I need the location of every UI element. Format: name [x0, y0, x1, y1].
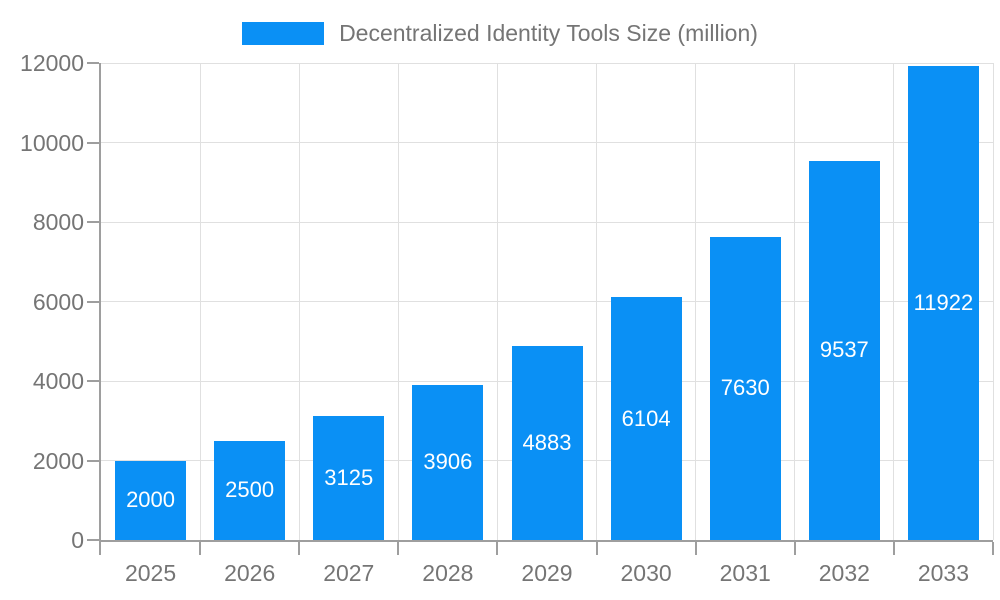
bar-value-label: 11922 [913, 290, 974, 316]
y-axis-tick-label: 4000 [32, 368, 84, 394]
x-axis-tick [496, 542, 499, 555]
gridline-vertical [893, 63, 895, 540]
bar-value-label: 7630 [720, 375, 770, 401]
x-axis-tick-label: 2028 [422, 560, 474, 586]
y-axis-tick [87, 141, 99, 144]
bar-value-label: 9537 [819, 337, 869, 363]
bar-2027[interactable]: 3125 [313, 415, 385, 540]
x-axis-tick [793, 542, 796, 555]
x-axis-tick-label: 2030 [620, 560, 672, 586]
gridline-horizontal [101, 301, 993, 302]
gridline-vertical [298, 63, 300, 540]
x-axis-tick [992, 542, 994, 555]
bar-2028[interactable]: 3906 [412, 384, 484, 540]
x-axis-tick-label: 2025 [124, 560, 177, 586]
legend-item[interactable]: Decentralized Identity Tools Size (milli… [0, 20, 1000, 47]
y-axis-tick-label: 6000 [32, 288, 84, 315]
x-axis-tick [892, 542, 895, 555]
y-axis-tick [87, 221, 99, 223]
bar-2033[interactable]: 11922 [907, 66, 979, 540]
x-axis-tick-label: 2026 [224, 560, 276, 586]
legend-label: Decentralized Identity Tools Size (milli… [339, 20, 758, 46]
bar-value-label: 3125 [324, 464, 374, 490]
plot-area: 2000 2500 3125 3906 4883 6104 7630 9537 11922 [99, 62, 994, 542]
y-axis-tick [87, 459, 99, 462]
x-axis-tick-label: 2031 [719, 560, 771, 586]
x-axis-tick-label: 2032 [818, 560, 870, 586]
bar-value-label: 4883 [522, 429, 572, 455]
x-axis-tick-label: 2027 [323, 560, 375, 586]
gridline-horizontal [101, 142, 993, 143]
x-axis-tick [694, 542, 697, 555]
bar-2029[interactable]: 4883 [511, 345, 583, 540]
bar-value-label: 2000 [126, 487, 176, 513]
y-axis-tick [87, 539, 99, 541]
x-axis-tick [397, 542, 400, 555]
bar-2032[interactable]: 9537 [808, 160, 880, 540]
y-axis-tick-label: 10000 [20, 129, 84, 156]
gridline-vertical [794, 63, 796, 540]
x-axis-tick-label: 2029 [521, 560, 573, 586]
x-axis-tick [199, 542, 202, 555]
x-axis-tick [99, 542, 101, 555]
y-axis-tick [87, 380, 99, 382]
gridline-vertical [992, 63, 994, 540]
gridline-vertical [695, 63, 697, 540]
gridline-vertical [496, 63, 498, 540]
x-axis-tick [298, 542, 301, 555]
bar-value-label: 3906 [423, 449, 473, 475]
y-axis-tick [87, 62, 99, 64]
legend-swatch [242, 22, 325, 45]
bar-value-label: 6104 [621, 405, 671, 431]
bar-2031[interactable]: 7630 [709, 236, 781, 540]
bar-2026[interactable]: 2500 [214, 440, 286, 540]
gridline-vertical [596, 63, 598, 540]
x-axis-tick [595, 542, 598, 555]
y-axis-tick [87, 300, 99, 303]
gridline-horizontal [101, 62, 993, 64]
gridline-horizontal [101, 221, 993, 223]
bar-2030[interactable]: 6104 [610, 297, 682, 540]
bar-value-label: 2500 [225, 477, 275, 503]
y-axis-tick-label: 8000 [32, 209, 84, 235]
bar-2025[interactable]: 2000 [115, 460, 187, 540]
gridline-vertical [397, 63, 399, 540]
gridline-vertical [199, 63, 201, 540]
y-axis-tick-label: 0 [71, 527, 84, 553]
x-axis-tick-label: 2033 [917, 560, 970, 586]
y-axis-tick-label: 2000 [32, 447, 84, 474]
y-axis-tick-label: 12000 [20, 50, 84, 76]
